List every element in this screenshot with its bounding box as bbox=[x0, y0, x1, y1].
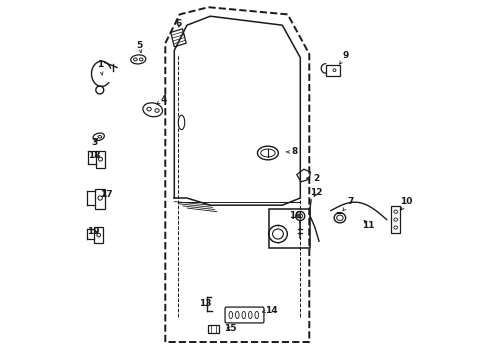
Text: 19: 19 bbox=[87, 227, 100, 236]
Text: 14: 14 bbox=[262, 306, 277, 315]
Text: 5: 5 bbox=[136, 40, 142, 53]
Bar bbox=[94, 227, 103, 243]
Text: 12: 12 bbox=[309, 188, 322, 197]
Text: 6: 6 bbox=[176, 19, 182, 28]
Bar bbox=[208, 325, 219, 333]
Text: 4: 4 bbox=[157, 94, 166, 104]
Text: 8: 8 bbox=[285, 148, 297, 156]
Bar bbox=[325, 65, 339, 76]
Text: 3: 3 bbox=[91, 138, 97, 147]
Text: 11: 11 bbox=[362, 220, 374, 230]
Text: 10: 10 bbox=[400, 197, 412, 210]
Bar bbox=[95, 189, 105, 209]
Bar bbox=[96, 151, 105, 168]
Text: 13: 13 bbox=[198, 299, 211, 307]
Text: 2: 2 bbox=[306, 174, 319, 183]
Bar bbox=[390, 206, 400, 233]
Text: 9: 9 bbox=[339, 51, 348, 64]
Text: 7: 7 bbox=[342, 197, 353, 211]
Text: 1: 1 bbox=[97, 60, 103, 75]
Text: 17: 17 bbox=[100, 190, 112, 199]
Text: 18: 18 bbox=[88, 151, 101, 160]
Text: 16: 16 bbox=[288, 211, 301, 220]
Bar bbox=[268, 209, 309, 248]
Text: 15: 15 bbox=[224, 324, 236, 333]
